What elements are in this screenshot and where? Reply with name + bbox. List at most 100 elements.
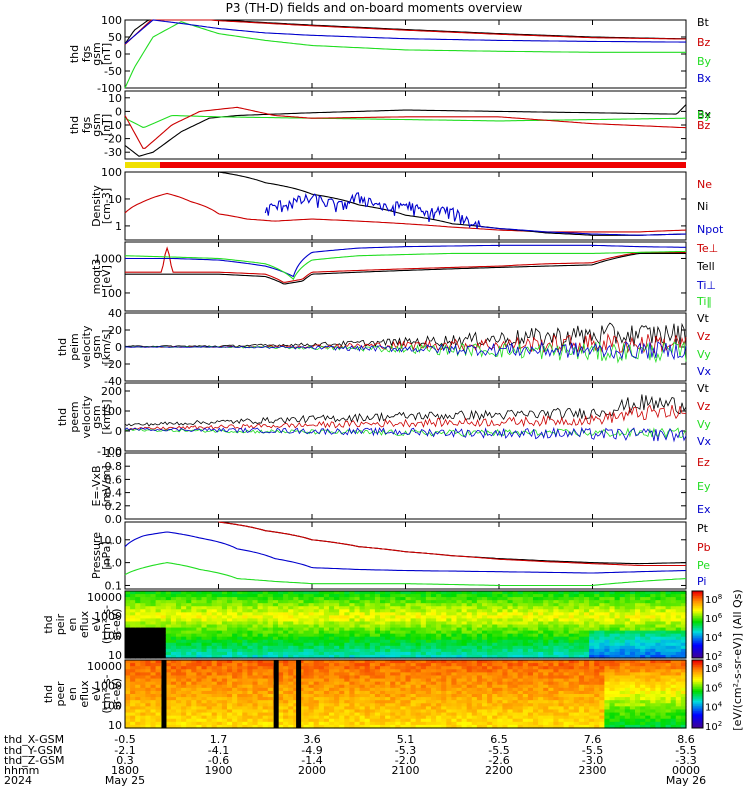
series-pi	[124, 531, 687, 574]
y-axis-label-line: [nT]	[100, 43, 113, 65]
series-vz	[124, 404, 687, 431]
footer-cell: May 26	[666, 774, 706, 787]
series-bx	[124, 19, 686, 45]
y-tick-label: 10	[108, 719, 122, 732]
legend-fgs_gsm_bottom-0: Bx	[697, 108, 712, 121]
series-ne	[124, 192, 687, 233]
colorbar-label: [eV/(cm²-s-sr-eV)] (All Qs)	[731, 589, 744, 730]
y-axis-label-line: thd	[68, 45, 81, 63]
legend-fgs_gsm_top-2: By	[697, 55, 712, 68]
legend-peim_velocity-0: Vt	[697, 312, 710, 325]
y-tick-label: 100	[101, 14, 122, 27]
y-axis-label-line: sr-eV)	[110, 678, 123, 710]
y-axis-label-line: gsm	[90, 335, 103, 358]
series-npot	[264, 192, 687, 236]
y-axis-label-line: [km/s]	[100, 399, 113, 434]
y-axis-label-line: thd	[56, 408, 69, 426]
legend-fgs_gsm_bottom-2: Bz	[697, 119, 711, 132]
y-axis-label-line: [eV]	[100, 265, 113, 288]
footer-cell: 2000	[298, 764, 326, 777]
series-by	[124, 114, 686, 128]
footer-cell: -4.9	[301, 744, 322, 757]
y-tick-label: 0	[115, 105, 122, 118]
y-axis-label-line: [km/s]	[100, 329, 113, 364]
y-tick-label: 100	[101, 287, 122, 300]
data-gap-stripe	[273, 660, 279, 728]
legend-peem_velocity-3: Vx	[697, 435, 712, 448]
y-axis-label-line: [nPa]	[100, 541, 113, 569]
footer-cell: -4.1	[208, 744, 229, 757]
legend-efield-0: Ez	[697, 456, 710, 469]
y-tick-label: 0	[115, 425, 122, 438]
footer-cell: -2.6	[488, 754, 509, 767]
y-axis-label-line: eflux	[78, 610, 91, 638]
panel-frame	[124, 590, 687, 659]
series-vt	[124, 322, 687, 348]
y-tick-label: 0	[115, 48, 122, 61]
y-tick-label: 10000	[87, 591, 122, 604]
footer-cell: 3.6	[303, 733, 321, 746]
legend-fgs_gsm_top-1: Bz	[697, 36, 711, 49]
y-tick-label: -40	[104, 375, 122, 388]
y-axis-label-line: thd	[42, 685, 55, 703]
y-axis-label-line: (cm²-s-	[100, 605, 113, 644]
footer-row-label: thd_X-GSM	[4, 733, 64, 746]
y-axis-label-line: thd	[68, 116, 81, 134]
legend-peim_velocity-3: Vx	[697, 365, 712, 378]
y-tick-label: 1000	[94, 252, 122, 265]
y-axis-label-line: sr-eV)	[110, 608, 123, 640]
y-axis-label-line: peir	[54, 613, 67, 635]
legend-peem_velocity-0: Vt	[697, 382, 710, 395]
series-bz	[124, 19, 686, 45]
y-tick-label: 1.0	[105, 447, 123, 460]
legend-pressure-0: Pt	[697, 522, 709, 535]
footer-cell: -1.4	[301, 754, 322, 767]
y-axis-label-line: eV	[90, 617, 103, 632]
legend-peem_velocity-1: Vz	[697, 400, 711, 413]
y-axis-label-line: thd	[42, 615, 55, 633]
series-vt	[124, 394, 687, 427]
footer-cell: 1.7	[210, 733, 228, 746]
footer-cell: 1800	[111, 764, 139, 777]
panel-frame	[124, 241, 687, 312]
y-axis-label-line: peer	[54, 681, 67, 707]
y-axis-label-line: gsm	[90, 113, 103, 136]
series-pb	[218, 521, 686, 567]
y-tick-label: 0	[115, 341, 122, 354]
footer-cell: -3.0	[582, 754, 603, 767]
colorbar-tick-label: 102	[705, 720, 722, 733]
y-axis-label-line: peim	[68, 333, 81, 361]
y-axis-label-line: fgs	[80, 116, 93, 133]
colorbar-tick-label: 106	[705, 612, 723, 625]
y-tick-label: 0.8	[105, 460, 123, 473]
y-tick-label: 50	[108, 31, 122, 44]
y-tick-label: 10000	[87, 660, 122, 673]
legend-peim_velocity-2: Vy	[697, 348, 711, 361]
series-ni	[218, 171, 687, 236]
y-axis-label-line: gsm	[90, 42, 103, 65]
colorbar-frame	[691, 590, 704, 659]
panel-frame	[124, 452, 687, 520]
colorbar-tick-label: 104	[705, 631, 723, 644]
footer-cell: May 25	[105, 774, 145, 787]
footer-cell: -0.5	[114, 733, 135, 746]
colorbar-tick-label: 106	[705, 681, 723, 694]
y-axis-label-line: (cm²-s-	[100, 674, 113, 713]
series-bz	[124, 106, 687, 149]
y-axis-label-line: [mV/m]	[100, 465, 113, 506]
series-bt	[124, 19, 686, 45]
y-tick-label: -100	[97, 445, 122, 458]
data-gap-stripe	[161, 660, 167, 728]
series-te	[125, 246, 686, 283]
legend-density-0: Ne	[697, 178, 712, 191]
legend-fgs_gsm_top-0: Bt	[697, 16, 710, 29]
y-tick-label: 1	[115, 220, 122, 233]
panel-frame	[124, 521, 687, 590]
y-tick-label: 10	[108, 649, 122, 662]
footer-cell: -5.5	[582, 744, 603, 757]
footer-cell: -3.3	[675, 754, 696, 767]
